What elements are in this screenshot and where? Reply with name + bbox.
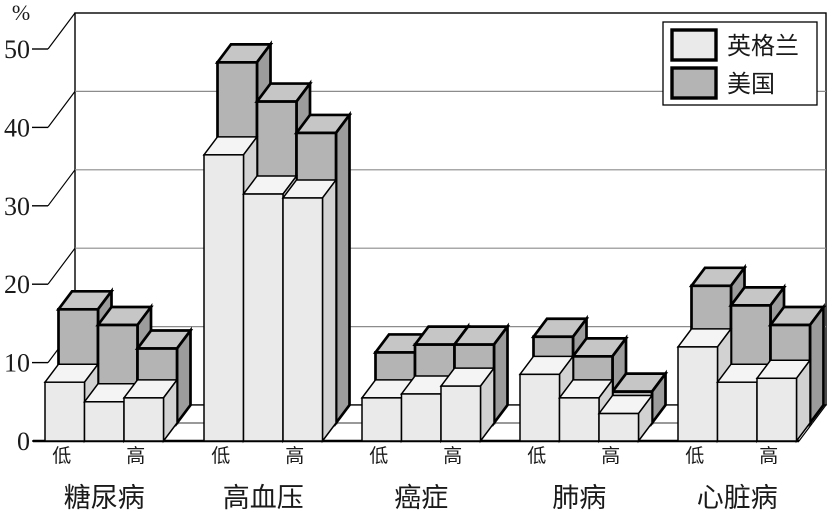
bar-side-face [321,177,337,444]
bar-front-face [282,197,324,442]
sublabel-high-糖尿病: 高 [126,445,145,467]
bar-英格兰-癌症-2 [439,365,496,444]
y-tick-label-0: 0 [17,427,30,456]
legend-swatch-us [670,66,718,100]
legend-swatch-england [670,28,718,62]
bar-front-face [123,397,165,442]
bar-front-face [203,154,245,442]
bar-front-face [598,412,640,442]
bar-front-face [83,401,125,442]
bar-英格兰-肺病-0 [518,354,575,444]
bar-front-face [400,393,442,442]
bar-front-face [558,397,600,442]
bar-side-face [334,110,351,428]
bar-英格兰-心脏病-2 [755,358,812,444]
bar-front-face [716,381,758,442]
bar-front-face [440,385,482,442]
y-tick-diagonal-50 [47,12,76,50]
sublabel-low-肺病: 低 [527,445,546,467]
legend-label-england: 英格兰 [727,33,799,60]
bar-side-face [808,302,825,428]
bar-英格兰-肺病-2 [597,393,654,444]
y-tick-label-30: 30 [4,192,30,221]
bar-side-face [492,322,509,428]
bar-front-face [677,346,719,442]
sublabel-high-癌症: 高 [443,445,462,467]
bar-front-face [361,397,403,442]
y-tick-diagonal-30 [47,169,76,207]
sublabel-high-高血压: 高 [285,445,304,467]
bar-英格兰-糖尿病-2 [122,377,179,444]
y-tick-diagonal-20 [47,247,76,285]
bar-front-face [519,373,561,442]
bar-side-face [175,326,192,428]
category-label-肺病: 肺病 [552,483,606,513]
category-label-癌症: 癌症 [394,483,448,513]
sublabel-low-癌症: 低 [369,445,388,467]
category-label-糖尿病: 糖尿病 [64,483,145,513]
bar-英格兰-高血压-2 [281,177,338,444]
legend-label-us: 美国 [727,71,775,98]
y-tick-diagonal-40 [47,91,76,128]
bar-front-face [242,193,284,442]
sublabel-high-肺病: 高 [601,445,620,467]
bar-front-face [756,377,798,442]
sublabel-low-糖尿病: 低 [52,445,71,467]
y-tick-label-20: 20 [4,270,30,299]
sublabel-low-心脏病: 低 [685,445,704,467]
bar-front-face [44,381,86,442]
y-axis-unit-label: % [12,0,30,25]
y-tick-label-10: 10 [4,349,30,378]
y-tick-label-50: 50 [4,35,30,64]
sublabel-low-高血压: 低 [211,445,230,467]
sublabel-high-心脏病: 高 [759,445,778,467]
y-tick-label-40: 40 [4,113,30,142]
category-label-心脏病: 心脏病 [697,483,778,513]
category-label-高血压: 高血压 [223,483,304,513]
